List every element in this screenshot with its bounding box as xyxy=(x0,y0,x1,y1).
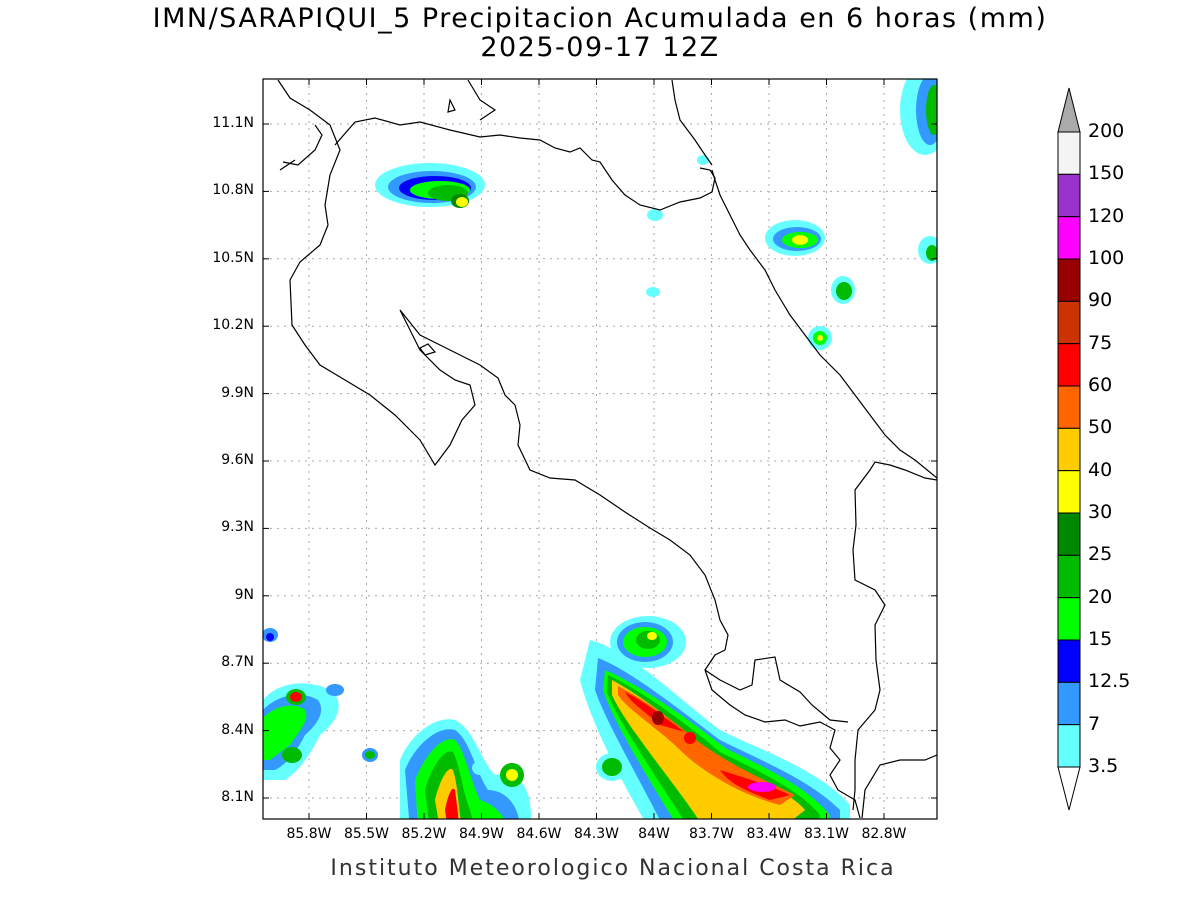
map-subtitle: 2025-09-17 12Z xyxy=(480,32,720,63)
colorbar-over-arrow xyxy=(1057,87,1081,133)
colorbar-swatch xyxy=(1057,597,1081,641)
gridlines xyxy=(263,79,937,819)
lon-tick-label: 83.4W xyxy=(746,826,792,842)
colorbar-under-arrow xyxy=(1057,766,1081,811)
colorbar-swatch xyxy=(1057,343,1081,387)
colorbar-label: 100 xyxy=(1088,247,1125,269)
colorbar-label: 30 xyxy=(1088,501,1113,523)
lon-tick-label: 82.8W xyxy=(861,826,907,842)
colorbar-swatch xyxy=(1057,300,1081,345)
colorbar-label: 7 xyxy=(1088,712,1101,735)
precip-cell-osa xyxy=(610,616,686,668)
colorbar-swatch xyxy=(1057,427,1081,472)
map-frame xyxy=(262,78,938,820)
colorbar-swatch xyxy=(1057,216,1081,260)
lat-tick-label: 8.4N xyxy=(221,721,254,738)
colorbar-swatch xyxy=(1057,131,1081,175)
map-title: IMN/SARAPIQUI_5 Precipitacion Acumulada … xyxy=(152,3,1048,34)
colorbar-label: 200 xyxy=(1088,120,1125,142)
colorbar-swatch xyxy=(1057,724,1081,768)
colorbar-label: 15 xyxy=(1088,628,1113,650)
lon-tick-label: 84.6W xyxy=(516,826,562,842)
colorbar-label: 3.5 xyxy=(1088,755,1119,777)
colorbar-label: 120 xyxy=(1088,204,1125,227)
lat-tick-label: 10.5N xyxy=(212,249,254,266)
colorbar-swatch xyxy=(1057,258,1081,302)
colorbar-label: 20 xyxy=(1088,585,1113,608)
colorbar-swatch xyxy=(1057,385,1081,429)
lon-tick-label: 83.1W xyxy=(803,826,849,842)
lat-tick-label: 9.9N xyxy=(221,384,254,401)
colorbar-swatch xyxy=(1057,639,1081,683)
colorbar-label: 12.5 xyxy=(1088,670,1131,693)
lat-tick-label: 8.1N xyxy=(221,789,254,805)
axis-tickmarks xyxy=(263,79,937,819)
coastline-and-borders xyxy=(277,79,937,819)
lon-tick-label: 85.2W xyxy=(401,826,447,842)
lat-tick-label: 9N xyxy=(234,586,254,603)
colorbar-label: 60 xyxy=(1088,374,1113,396)
colorbar-swatch xyxy=(1057,512,1081,556)
colorbar-swatch xyxy=(1057,681,1081,726)
lat-tick-label: 9.3N xyxy=(221,519,254,536)
colorbar-swatch xyxy=(1057,173,1081,218)
lon-tick-label: 85.5W xyxy=(343,826,389,842)
lon-tick-label: 84.9W xyxy=(458,826,504,842)
precip-cell-caribbean-north xyxy=(646,79,937,350)
footer-credit: Instituto Meteorologico Nacional Costa R… xyxy=(330,856,896,881)
precip-band-south-pacific xyxy=(580,640,850,819)
colorbar-label: 40 xyxy=(1088,458,1113,481)
colorbar-label: 90 xyxy=(1088,289,1113,312)
colorbar-label: 150 xyxy=(1088,162,1125,185)
colorbar xyxy=(1057,87,1081,811)
precip-cell-northwest xyxy=(375,163,485,208)
colorbar-label: 25 xyxy=(1088,543,1113,566)
map-area xyxy=(263,79,937,819)
colorbar-label: 50 xyxy=(1088,416,1113,439)
lat-tick-label: 10.8N xyxy=(212,182,254,199)
colorbar-label: 75 xyxy=(1088,331,1113,354)
colorbar-swatch xyxy=(1057,554,1081,599)
lat-tick-label: 8.7N xyxy=(221,654,254,671)
lat-tick-label: 9.6N xyxy=(221,452,254,468)
lon-tick-label: 84.3W xyxy=(573,826,619,842)
lon-tick-label: 83.7W xyxy=(688,826,734,842)
colorbar-swatch xyxy=(1057,470,1081,514)
precip-cell-nicoya-south xyxy=(400,719,531,819)
precip-cell-southwest xyxy=(263,628,378,780)
lon-tick-label: 84W xyxy=(638,826,670,842)
lat-tick-label: 10.2N xyxy=(212,317,254,334)
lat-tick-label: 11.1N xyxy=(212,115,254,131)
lon-tick-label: 85.8W xyxy=(286,826,332,842)
